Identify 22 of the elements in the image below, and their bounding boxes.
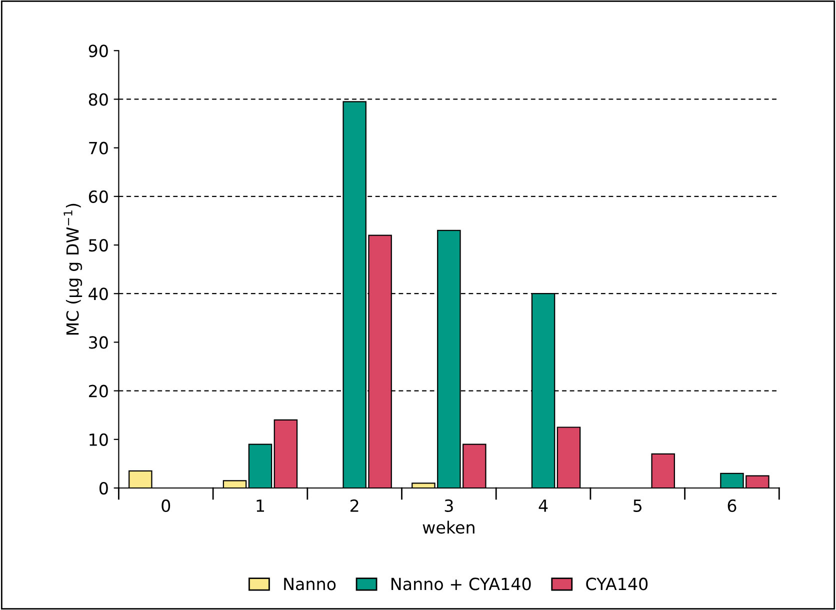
y-tick-label: 60: [88, 190, 108, 203]
y-axis-title: MC (µg g DW$^{−1}$): [64, 204, 82, 335]
x-tick-label: 2: [350, 499, 358, 512]
y-tick-label: 0: [99, 482, 108, 495]
x-tick-label: 4: [538, 500, 548, 512]
y-tick-label: 10: [90, 433, 108, 446]
y-tick-label: 90: [88, 44, 108, 58]
legend-label: Nanno: [284, 578, 336, 590]
x-tick-label: 1: [256, 500, 264, 512]
y-tick-label: 40: [88, 288, 108, 300]
x-tick-label: 6: [728, 499, 736, 512]
y-tick-label: 70: [89, 142, 108, 154]
y-tick-label: 30: [89, 336, 108, 349]
y-tick-label: 50: [89, 238, 108, 252]
y-tick-label: 80: [88, 93, 108, 106]
y-tick-label: 20: [89, 384, 108, 398]
x-tick-label: 5: [634, 500, 642, 512]
x-tick-label: 0: [162, 499, 170, 512]
legend-label: Nanno + CYA140: [392, 578, 531, 590]
x-tick-label: 3: [444, 499, 453, 512]
x-axis-title: weken: [422, 520, 474, 534]
legend-label: CYA140: [586, 578, 648, 590]
